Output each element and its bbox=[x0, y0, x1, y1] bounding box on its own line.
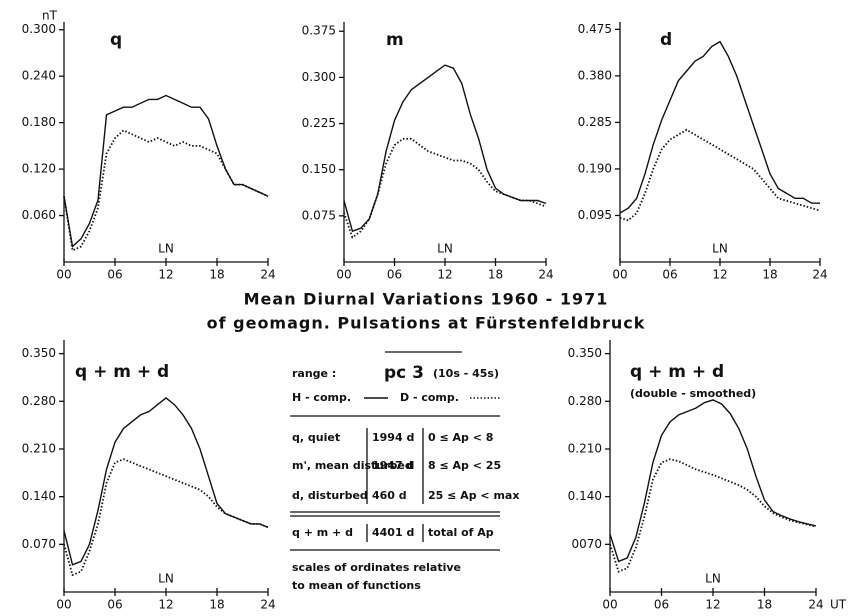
x-unit: UT bbox=[830, 598, 847, 612]
series-line bbox=[63, 458, 269, 577]
x-tick-label: 18 bbox=[209, 268, 224, 282]
y-tick-label: 0.150 bbox=[302, 162, 336, 176]
y-tick-label: 0.180 bbox=[22, 115, 56, 129]
x-tick-label: 00 bbox=[56, 598, 71, 612]
y-tick-label: 0.060 bbox=[22, 208, 56, 222]
legend-text: m', mean disturbed bbox=[292, 459, 413, 472]
legend-text: 8 ≤ Ap < 25 bbox=[428, 459, 501, 472]
legend-text: D - comp. bbox=[400, 391, 459, 404]
y-tick-label: 0.240 bbox=[22, 69, 56, 83]
annotation: LN bbox=[158, 242, 174, 256]
series-line bbox=[63, 94, 269, 248]
y-tick-label: 0.375 bbox=[302, 24, 336, 38]
y-unit: nT bbox=[42, 9, 58, 23]
x-tick-label: 18 bbox=[757, 598, 772, 612]
x-tick-label: 00 bbox=[336, 268, 351, 282]
series-line bbox=[619, 40, 820, 214]
x-tick-label: 24 bbox=[260, 598, 275, 612]
y-tick-label: 0.350 bbox=[22, 346, 56, 360]
series-line bbox=[609, 458, 817, 573]
annotation: LN bbox=[437, 242, 453, 256]
chart-title: q + m + d bbox=[630, 362, 724, 382]
legend-text: 25 ≤ Ap < max bbox=[428, 489, 519, 502]
y-tick-label: 0.095 bbox=[578, 208, 612, 222]
y-tick-label: 0.350 bbox=[568, 346, 602, 360]
x-tick-label: 06 bbox=[654, 598, 669, 612]
annotation: LN bbox=[712, 242, 728, 256]
x-tick-label: 24 bbox=[812, 268, 827, 282]
legend-text: H - comp. bbox=[292, 391, 351, 404]
chart-title: q + m + d bbox=[75, 362, 169, 382]
annotation: LN bbox=[158, 572, 174, 586]
chart-title: m bbox=[386, 30, 404, 50]
legend-text: pc 3 bbox=[384, 363, 424, 383]
chart-subtitle: (double - smoothed) bbox=[630, 387, 756, 400]
y-tick-label: 0.190 bbox=[578, 161, 612, 175]
x-tick-label: 06 bbox=[387, 268, 402, 282]
y-tick-label: 0.075 bbox=[302, 208, 336, 222]
x-tick-label: 00 bbox=[612, 268, 627, 282]
y-tick-label: 0.210 bbox=[22, 441, 56, 455]
series-line bbox=[343, 64, 547, 233]
series-line bbox=[63, 129, 269, 252]
y-tick-label: 0.300 bbox=[22, 22, 56, 36]
legend-text: q, quiet bbox=[292, 431, 340, 444]
x-tick-label: 24 bbox=[538, 268, 553, 282]
annotation: LN bbox=[705, 572, 721, 586]
legend-text: total of Ap bbox=[428, 526, 494, 539]
x-tick-label: 06 bbox=[662, 268, 677, 282]
x-tick-label: 00 bbox=[602, 598, 617, 612]
y-tick-label: 0.225 bbox=[302, 116, 336, 130]
y-tick-label: 0.210 bbox=[568, 441, 602, 455]
series-line bbox=[343, 138, 547, 239]
y-tick-label: 0.380 bbox=[578, 68, 612, 82]
legend-text: range : bbox=[292, 367, 336, 380]
legend-text: q + m + d bbox=[292, 526, 353, 539]
x-tick-label: 24 bbox=[808, 598, 823, 612]
legend-text: 1947 d bbox=[372, 459, 414, 472]
chart-title: q bbox=[110, 30, 122, 50]
y-tick-label: 0.475 bbox=[578, 22, 612, 36]
x-tick-label: 12 bbox=[437, 268, 452, 282]
legend-text: 4401 d bbox=[372, 526, 414, 539]
y-tick-label: 0.285 bbox=[578, 115, 612, 129]
y-tick-label: 0.280 bbox=[568, 394, 602, 408]
x-tick-label: 06 bbox=[107, 598, 122, 612]
legend-text: (10s - 45s) bbox=[433, 367, 499, 380]
x-tick-label: 24 bbox=[260, 268, 275, 282]
x-tick-label: 12 bbox=[712, 268, 727, 282]
y-tick-label: 0.280 bbox=[22, 394, 56, 408]
x-tick-label: 06 bbox=[107, 268, 122, 282]
y-tick-label: 0.140 bbox=[22, 489, 56, 503]
y-tick-label: 0070 bbox=[571, 537, 602, 551]
x-tick-label: 00 bbox=[56, 268, 71, 282]
legend-text: to mean of functions bbox=[292, 579, 421, 592]
x-tick-label: 18 bbox=[209, 598, 224, 612]
y-tick-label: 0.070 bbox=[22, 537, 56, 551]
legend-text: 0 ≤ Ap < 8 bbox=[428, 431, 493, 444]
caption-line: Mean Diurnal Variations 1960 - 1971 bbox=[244, 290, 609, 309]
legend-text: scales of ordinates relative bbox=[292, 561, 461, 574]
chart-title: d bbox=[660, 30, 672, 50]
series-line bbox=[63, 397, 269, 566]
x-tick-label: 18 bbox=[762, 268, 777, 282]
x-tick-label: 18 bbox=[488, 268, 503, 282]
legend-text: d, disturbed bbox=[292, 489, 368, 502]
y-tick-label: 0.300 bbox=[302, 70, 336, 84]
legend-text: 1994 d bbox=[372, 431, 414, 444]
caption-line: of geomagn. Pulsations at Fürstenfeldbru… bbox=[207, 314, 646, 333]
legend-text: 460 d bbox=[372, 489, 407, 502]
series-line bbox=[619, 128, 821, 222]
x-tick-label: 12 bbox=[158, 598, 173, 612]
y-tick-label: 0.140 bbox=[568, 489, 602, 503]
x-tick-label: 12 bbox=[158, 268, 173, 282]
series-line bbox=[609, 399, 817, 563]
x-tick-label: 12 bbox=[705, 598, 720, 612]
y-tick-label: 0.120 bbox=[22, 162, 56, 176]
